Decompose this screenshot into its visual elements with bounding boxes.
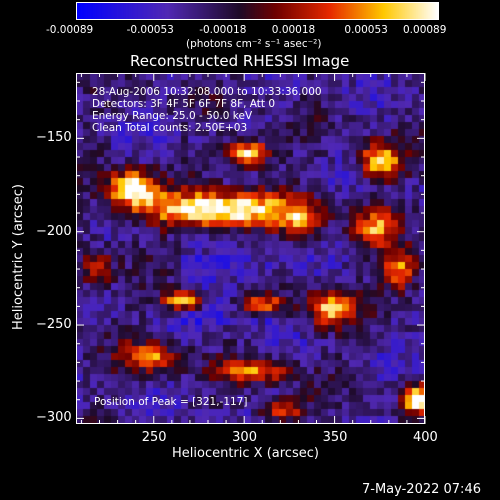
colorbar-unit-label: (photons cm⁻² s⁻¹ asec⁻²) xyxy=(186,38,322,50)
colorbar-tick-label: 0.00089 xyxy=(403,24,447,36)
x-tick-label: 350 xyxy=(322,430,348,445)
y-axis-label: Heliocentric Y (arcsec) xyxy=(11,184,26,330)
colorbar-tick-label: -0.00018 xyxy=(199,24,247,36)
heatmap-image xyxy=(76,73,425,424)
y-tick-label: −300 xyxy=(36,410,72,426)
x-tick-label: 400 xyxy=(413,430,438,445)
x-tick-label: 250 xyxy=(141,430,167,445)
chart-title: Reconstructed RHESSI Image xyxy=(130,52,350,70)
colorbar-tick-label: -0.00053 xyxy=(126,24,174,36)
annotation-peak-position: Position of Peak = [321,-117] xyxy=(94,396,248,408)
annotation-clean-counts: Clean Total counts: 2.50E+03 xyxy=(92,122,248,134)
annotation-energy-range: Energy Range: 25.0 - 50.0 keV xyxy=(92,110,253,122)
plot-frame xyxy=(76,73,425,424)
colorbar xyxy=(76,2,439,20)
y-tick-label: −200 xyxy=(36,223,72,239)
x-tick-label: 300 xyxy=(232,430,257,445)
colorbar-gradient xyxy=(77,3,438,19)
colorbar-tick-label: -0.00089 xyxy=(46,24,94,36)
annotation-detectors: Detectors: 3F 4F 5F 6F 7F 8F, Att 0 xyxy=(92,98,276,110)
annotation-time-range: 28-Aug-2006 10:32:08.000 to 10:33:36.000 xyxy=(92,86,322,98)
colorbar-tick-label: 0.00018 xyxy=(271,24,316,36)
y-tick-label: −150 xyxy=(36,130,72,146)
y-tick-label: −250 xyxy=(36,317,72,333)
colorbar-tick-label: 0.00053 xyxy=(344,24,388,36)
footer-date: 7-May-2022 07:46 xyxy=(362,482,481,497)
x-axis-label: Heliocentric X (arcsec) xyxy=(172,446,319,461)
